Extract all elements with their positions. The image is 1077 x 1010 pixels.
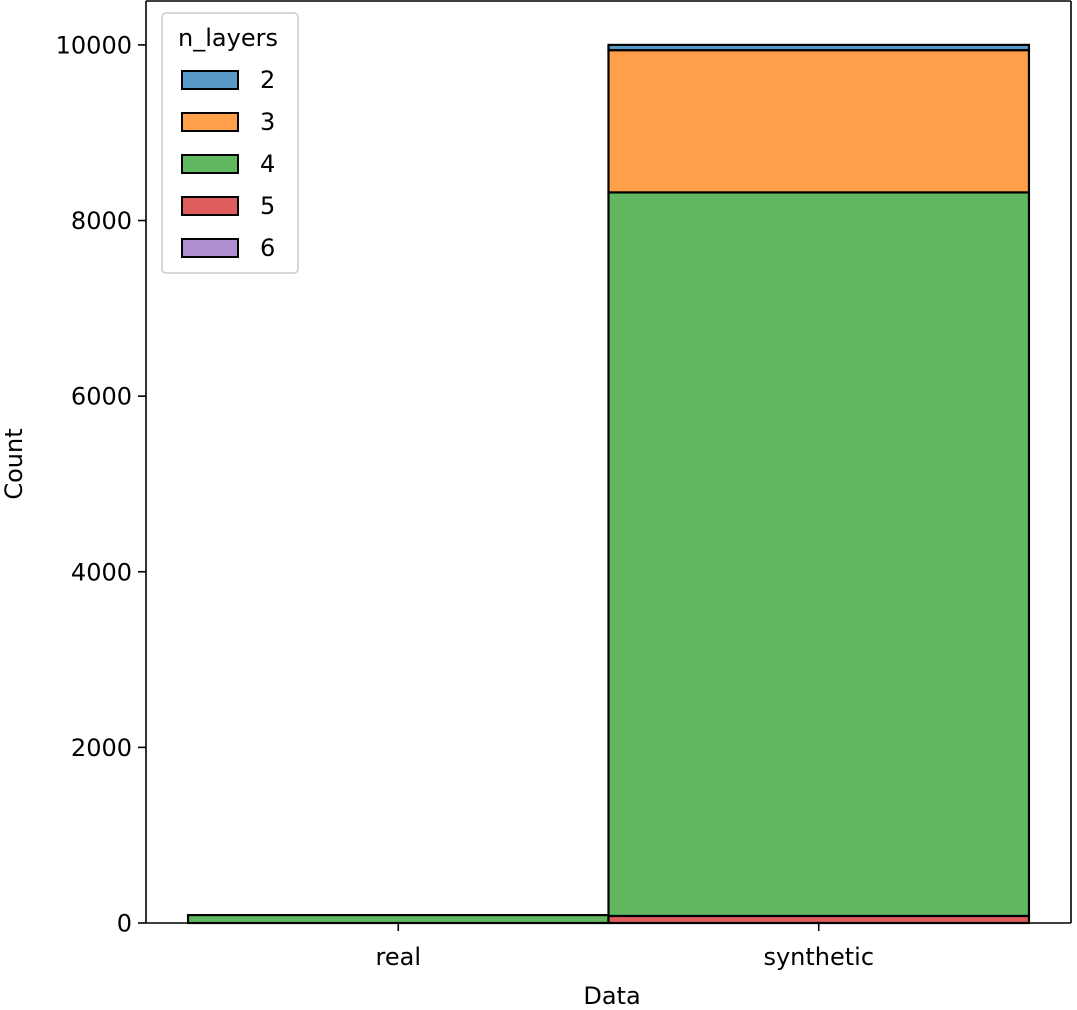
legend-swatch-5	[181, 196, 239, 216]
x-tick-label: real	[376, 943, 421, 971]
bar-segment-synthetic-2	[607, 43, 1031, 52]
bars-group	[186, 43, 1031, 925]
legend-swatch-3	[181, 112, 239, 132]
y-axis-label: Count	[0, 428, 28, 499]
y-tick-label: 8000	[71, 207, 132, 235]
y-tick-label: 10000	[56, 31, 132, 59]
legend-box	[161, 12, 299, 274]
legend-label-2: 2	[260, 66, 275, 94]
bar-segment-synthetic-4	[607, 191, 1031, 918]
bar-segment-real-4	[186, 913, 610, 925]
y-tick-label: 0	[117, 910, 132, 938]
bar-segment-synthetic-3	[607, 49, 1031, 194]
legend-title: n_layers	[178, 24, 278, 52]
axes-frame	[145, 0, 1072, 924]
legend-label-4: 4	[260, 150, 275, 178]
legend-swatch-4	[181, 154, 239, 174]
legend: n_layers 2 3 4 5 6	[161, 12, 299, 274]
legend-swatch-2	[181, 70, 239, 90]
legend-label-6: 6	[260, 234, 275, 262]
y-axis-ticks: 0 2000 4000 6000 8000 10000	[56, 31, 146, 938]
x-tick-label: synthetic	[763, 943, 874, 971]
y-tick-label: 2000	[71, 734, 132, 762]
y-tick-label: 6000	[71, 383, 132, 411]
legend-label-5: 5	[260, 192, 275, 220]
y-tick-label: 4000	[71, 558, 132, 586]
legend-swatch-6	[181, 238, 239, 258]
legend-label-3: 3	[260, 108, 275, 136]
x-axis-label: Data	[583, 982, 640, 1010]
x-axis-ticks: real synthetic	[376, 923, 874, 971]
